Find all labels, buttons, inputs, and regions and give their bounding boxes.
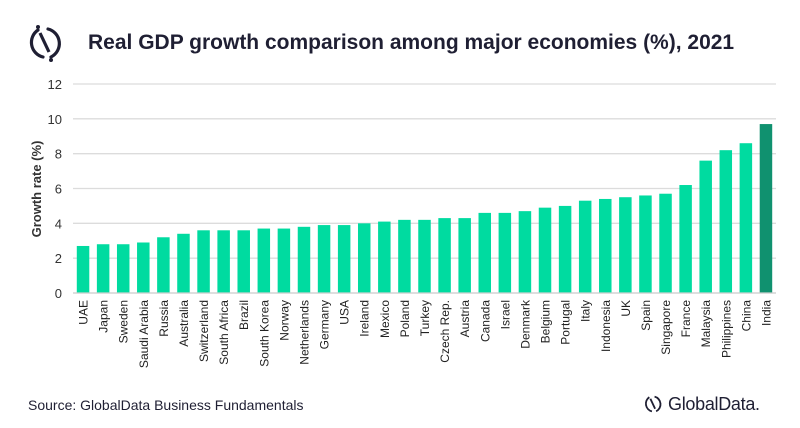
x-tick-label: USA: [338, 300, 352, 325]
y-tick-label: 0: [55, 286, 62, 301]
bar-brazil: [237, 230, 250, 293]
x-tick-label: Netherlands: [297, 300, 311, 365]
x-tick-label: Saudi Arabia: [137, 300, 151, 368]
y-tick-label: 12: [48, 77, 62, 92]
x-tick-label: Austria: [458, 300, 472, 338]
x-tick-label: Portugal: [559, 300, 573, 345]
bar-germany: [317, 225, 331, 293]
x-tick-label: Poland: [398, 300, 412, 337]
bar-france: [679, 185, 692, 293]
chart-title: Real GDP growth comparison among major e…: [88, 31, 735, 54]
bar-canada: [478, 212, 492, 293]
x-tick-label: India: [759, 300, 773, 326]
x-tick-label: Brazil: [237, 300, 251, 330]
bar-usa: [337, 225, 351, 293]
bar-mexico: [378, 221, 391, 293]
bar-australia: [177, 233, 190, 293]
x-tick-label: Indonesia: [599, 300, 613, 352]
x-tick-label: Australia: [177, 300, 191, 347]
y-tick-label: 6: [55, 182, 62, 197]
x-tick-label: Japan: [97, 300, 111, 333]
x-tick-label: South Korea: [257, 300, 271, 367]
x-tick-label: France: [679, 300, 693, 338]
bar-portugal: [558, 205, 572, 293]
x-tick-label: Russia: [157, 300, 171, 337]
bar-denmark: [518, 211, 532, 293]
brand-logo: GlobalData.: [642, 392, 760, 416]
x-tick-label: Switzerland: [197, 300, 211, 362]
bar-philippines: [719, 150, 733, 293]
x-tick-label: Belgium: [539, 300, 553, 343]
x-tick-label: South Africa: [217, 300, 231, 365]
x-tick-label: Denmark: [518, 299, 532, 349]
bar-indonesia: [599, 198, 612, 293]
x-tick-label: UK: [619, 300, 633, 317]
bar-italy: [578, 200, 592, 293]
bar-south-africa: [217, 230, 230, 293]
bar-belgium: [538, 207, 552, 293]
x-tick-label: Philippines: [719, 300, 733, 358]
bar-poland: [398, 219, 411, 293]
source-note: Source: GlobalData Business Fundamentals: [28, 397, 304, 413]
x-tick-label: Canada: [478, 300, 492, 342]
x-tick-label: Italy: [579, 300, 593, 322]
x-tick-label: Spain: [639, 300, 653, 331]
bar-uk: [619, 197, 632, 293]
x-tick-label: Israel: [498, 300, 512, 329]
globaldata-logo-icon: [645, 395, 662, 413]
x-tick-label: Czech Rep.: [438, 300, 452, 363]
bar-chart: 0 2 4 6 8 10 12 Growth rate (%) UAE Japan Sweden Sa…: [29, 77, 776, 368]
bar-spain: [639, 195, 652, 293]
x-tick-label: UAE: [77, 300, 91, 325]
y-tick-label: 10: [48, 112, 62, 127]
bar-russia: [157, 237, 170, 293]
x-tick-label: Sweden: [117, 300, 131, 343]
x-tick-label: Ireland: [358, 300, 372, 337]
x-tick-label: Mexico: [378, 300, 392, 338]
x-tick-label: China: [739, 300, 753, 332]
bar-norway: [277, 228, 291, 293]
bar-netherlands: [297, 226, 311, 293]
x-tick-label: Norway: [277, 300, 291, 341]
brand-name: GlobalData.: [668, 393, 760, 414]
bar-japan: [96, 244, 110, 293]
bar-israel: [498, 212, 512, 293]
bar-uae: [76, 245, 90, 293]
bar-turkey: [418, 219, 431, 293]
bar-czech-rep-: [438, 218, 451, 293]
bar-china: [739, 143, 753, 293]
bar-austria: [458, 218, 471, 293]
y-tick-label: 8: [55, 147, 62, 162]
y-tick-label: 4: [55, 216, 62, 231]
globaldata-logo-icon: [29, 25, 61, 62]
bar-sweden: [116, 244, 130, 293]
bar-switzerland: [197, 230, 210, 293]
x-tick-label: Turkey: [418, 300, 432, 336]
bar-saudi-arabia: [137, 242, 150, 293]
y-axis-label: Growth rate (%): [29, 141, 44, 238]
y-tick-label: 2: [55, 251, 62, 266]
x-tick-label: Malaysia: [699, 300, 713, 348]
bar-malaysia: [699, 160, 712, 293]
bar-south-korea: [257, 228, 271, 293]
bar-singapore: [659, 193, 672, 293]
bar-india: [759, 124, 773, 293]
bar-ireland: [357, 223, 371, 293]
x-tick-label: Singapore: [659, 300, 673, 355]
x-tick-label: Germany: [318, 300, 332, 349]
